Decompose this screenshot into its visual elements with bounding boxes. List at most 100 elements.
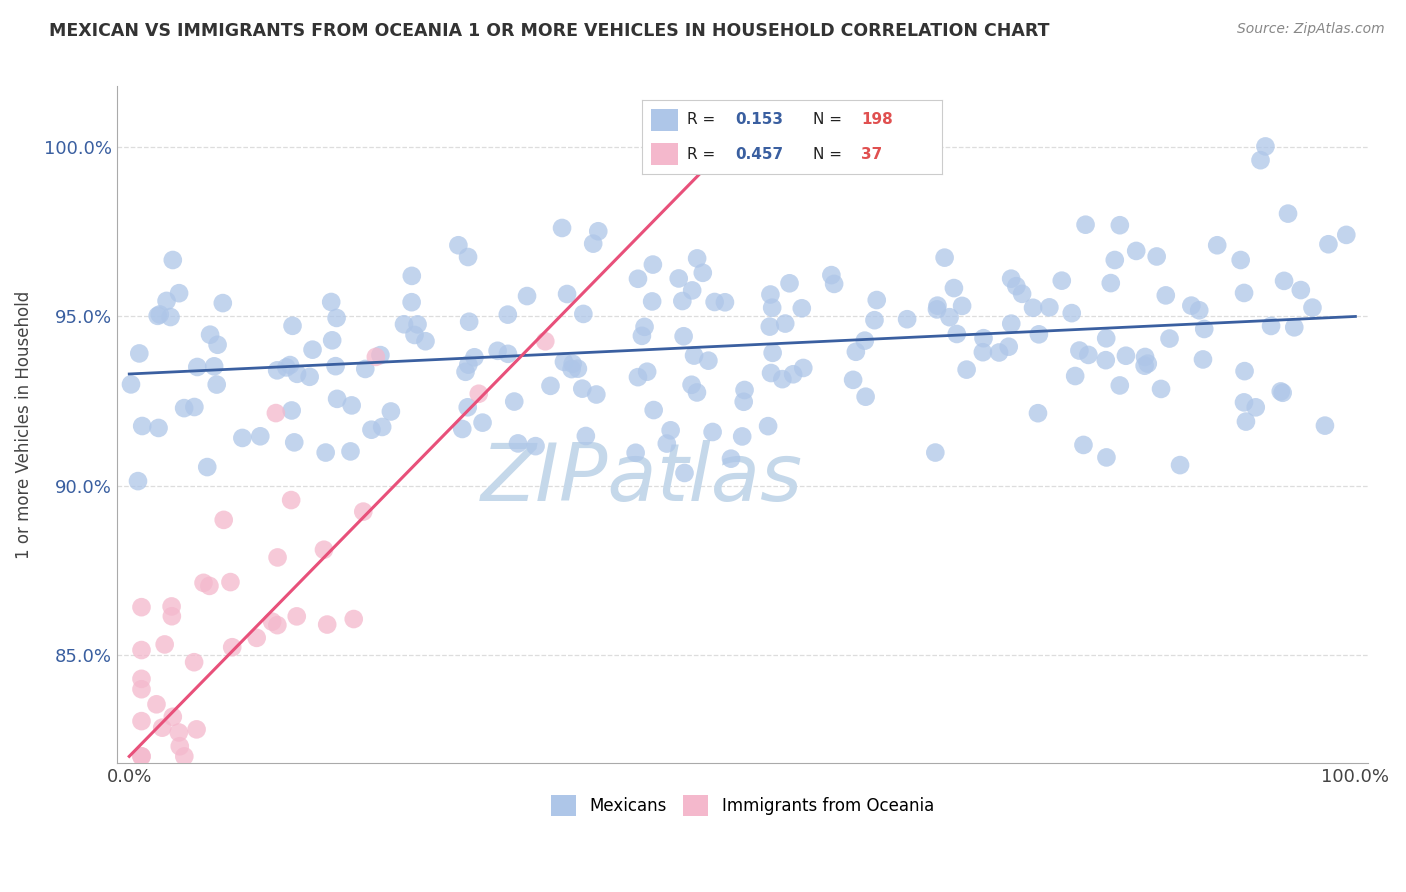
Point (863, 313, 886, 327)
Point (315, 445, 337, 459)
Point (988, 345, 1011, 359)
Point (1301, 301, 1323, 315)
Point (262, 615, 284, 629)
Point (866, 293, 889, 307)
Point (312, 542, 335, 557)
Point (703, 295, 725, 310)
Point (624, 446, 647, 460)
Point (486, 343, 509, 358)
Point (380, 404, 402, 418)
Point (1146, 250, 1168, 264)
Point (714, 295, 737, 310)
Point (659, 423, 682, 437)
Point (1260, 318, 1282, 333)
Point (1022, 301, 1045, 315)
Point (155, 293, 177, 308)
Point (792, 361, 814, 376)
Point (585, 387, 607, 401)
Point (496, 308, 519, 322)
Point (655, 436, 678, 450)
Point (463, 351, 485, 365)
Point (198, 579, 221, 593)
Point (186, 723, 208, 737)
Point (266, 363, 288, 377)
Point (281, 318, 304, 333)
Point (636, 365, 658, 379)
Point (131, 672, 153, 686)
Point (193, 575, 215, 590)
Point (167, 286, 190, 301)
Point (202, 359, 225, 374)
Point (934, 251, 956, 265)
Point (1028, 327, 1050, 342)
Point (683, 349, 706, 363)
Point (702, 425, 724, 439)
Point (588, 224, 610, 238)
Point (160, 609, 183, 624)
Point (468, 386, 491, 401)
Point (575, 429, 598, 443)
Point (392, 318, 415, 332)
Text: ZIPatlas: ZIPatlas (481, 440, 803, 518)
Point (641, 294, 664, 309)
Point (298, 369, 321, 384)
Point (219, 575, 242, 590)
Point (627, 370, 650, 384)
Point (672, 329, 695, 343)
Point (276, 360, 298, 375)
Point (343, 612, 366, 626)
Point (686, 252, 709, 266)
Point (561, 357, 583, 371)
Point (1136, 357, 1159, 371)
Point (316, 617, 339, 632)
Point (183, 655, 205, 669)
Point (1206, 238, 1229, 252)
Point (1125, 244, 1147, 258)
Point (1180, 299, 1202, 313)
Point (1233, 364, 1256, 378)
Point (406, 318, 429, 332)
Point (364, 350, 387, 364)
Point (1038, 301, 1060, 315)
Point (1229, 253, 1251, 268)
Point (231, 431, 253, 445)
Point (198, 327, 221, 342)
Point (1094, 353, 1116, 368)
Point (1317, 237, 1340, 252)
Point (326, 392, 349, 406)
Point (283, 435, 305, 450)
Point (643, 403, 665, 417)
Point (973, 331, 995, 345)
Point (167, 725, 190, 739)
Point (360, 423, 382, 437)
Point (762, 346, 785, 360)
Point (845, 344, 868, 359)
Point (924, 445, 946, 459)
Point (1108, 218, 1130, 232)
Point (972, 345, 994, 359)
Point (1254, 139, 1277, 153)
Point (280, 493, 302, 508)
Point (572, 307, 595, 321)
Point (447, 238, 470, 252)
Point (1060, 306, 1083, 320)
Point (404, 328, 426, 343)
Point (758, 319, 780, 334)
Point (633, 319, 655, 334)
Point (173, 749, 195, 764)
Point (1069, 343, 1091, 358)
Point (321, 295, 343, 310)
Point (756, 419, 779, 434)
Point (120, 377, 142, 392)
Point (131, 600, 153, 615)
Point (820, 268, 842, 282)
Point (524, 439, 547, 453)
Point (1154, 288, 1177, 302)
Point (153, 637, 176, 651)
Point (516, 289, 538, 303)
Point (148, 421, 170, 435)
Point (551, 221, 574, 235)
Point (264, 406, 287, 420)
Point (1115, 349, 1137, 363)
Point (1150, 382, 1173, 396)
